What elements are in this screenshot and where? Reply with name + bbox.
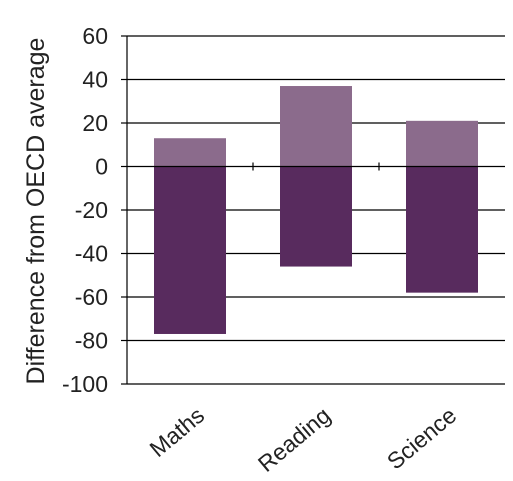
y-tick-label: -80 [75,328,108,354]
bar-reading-negative [280,166,352,267]
y-tick-label: -100 [62,371,108,397]
y-tick-label: 40 [82,67,108,93]
x-category-label: Reading [253,402,335,477]
y-axis-title: Difference from OECD average [22,38,50,385]
y-tick-label: 20 [82,110,108,136]
x-category-label: Science [382,402,461,475]
bar-science-positive [406,120,478,167]
y-tick-label: 0 [95,154,108,180]
bar-reading-positive [280,86,352,167]
bar-science-negative [406,166,478,293]
bar-maths-positive [154,138,226,167]
y-tick-label: -40 [75,241,108,267]
y-tick-labels: 60 40 20 0 -20 -40 -60 -80 -100 [62,23,108,397]
x-category-labels: Maths Reading Science [145,402,462,477]
y-tick-label: -60 [75,284,108,310]
y-tick-label: 60 [82,23,108,49]
axes [121,35,505,385]
bar-maths-negative [154,166,226,334]
x-category-label: Maths [145,402,210,462]
bars [154,86,478,334]
y-tick-label: -20 [75,197,108,223]
